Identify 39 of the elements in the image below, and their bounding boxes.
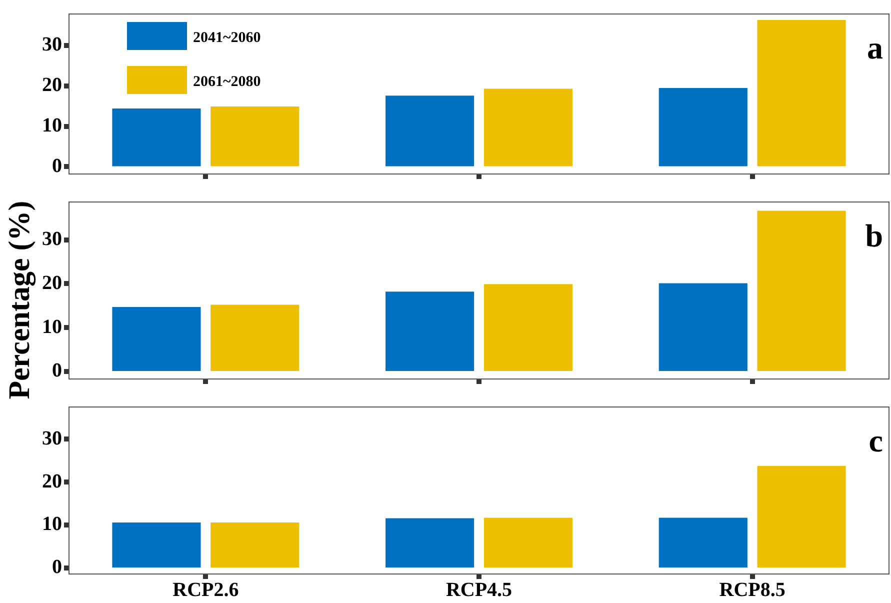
bar xyxy=(484,518,572,568)
y-tick-label: 0 xyxy=(52,154,62,177)
annotation: a xyxy=(867,29,883,66)
bar xyxy=(757,20,846,166)
legend-label: 2061~2080 xyxy=(193,74,261,90)
bar xyxy=(484,88,572,166)
y-tick-label: 0 xyxy=(52,360,62,382)
bar xyxy=(658,283,748,372)
y-tick-label: 20 xyxy=(42,272,62,294)
annotation: b xyxy=(865,217,883,254)
bar xyxy=(386,292,474,372)
bar xyxy=(112,522,201,568)
bar xyxy=(757,210,846,372)
y-tick-label: 10 xyxy=(42,316,62,338)
bar xyxy=(112,306,201,372)
y-tick-label: 20 xyxy=(42,470,62,492)
y-tick-label: 10 xyxy=(42,513,62,536)
annotation: c xyxy=(868,422,883,458)
x-tick-label: RCP4.5 xyxy=(446,579,512,602)
bar xyxy=(210,522,300,568)
bar xyxy=(386,96,474,166)
legend-label: 2041~2060 xyxy=(193,30,261,46)
x-tick-label: RCP8.5 xyxy=(719,579,786,602)
bar xyxy=(757,466,846,568)
bar xyxy=(484,284,572,372)
bar xyxy=(210,304,300,372)
y-axis-title: Percentage (%) xyxy=(3,200,37,400)
y-tick-label: 30 xyxy=(42,34,62,56)
y-tick-label: 0 xyxy=(52,556,62,578)
bar xyxy=(112,108,201,166)
y-tick-label: 10 xyxy=(42,114,62,136)
y-tick-label: 30 xyxy=(42,228,62,250)
bar xyxy=(210,106,300,166)
x-tick-label: RCP2.6 xyxy=(172,579,239,602)
y-tick-label: 30 xyxy=(42,427,62,450)
bar xyxy=(658,518,748,568)
bar xyxy=(386,518,474,568)
bar xyxy=(658,88,748,166)
y-tick-label: 20 xyxy=(42,74,62,96)
